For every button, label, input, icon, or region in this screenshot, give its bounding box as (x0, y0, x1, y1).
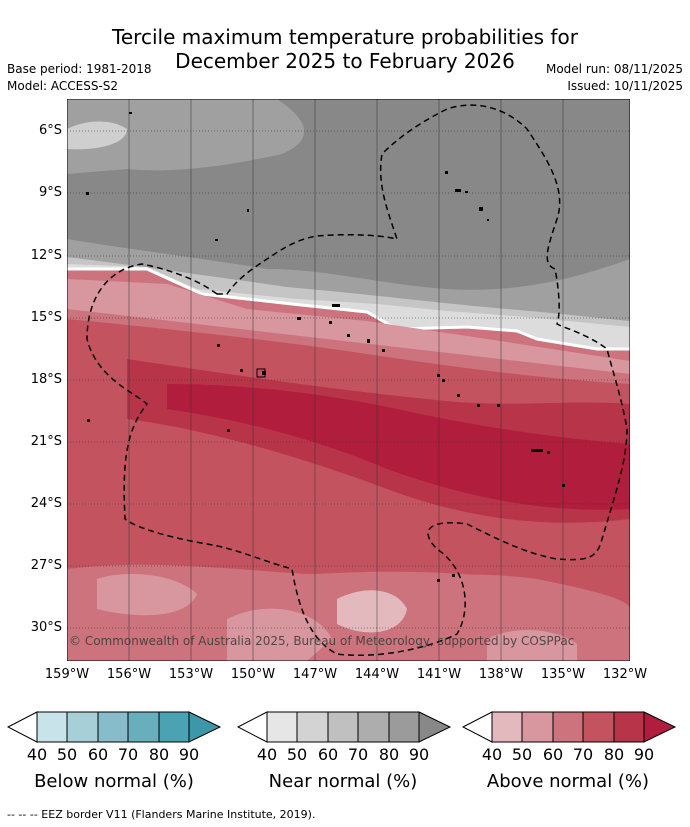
lat-label: 24°S (30, 496, 62, 511)
lon-label: 156°W (106, 667, 152, 682)
legend-tick: 60 (317, 745, 339, 764)
near-normal-band-top (67, 99, 305, 174)
lon-label: 132°W (602, 667, 648, 682)
legend-tick: 50 (56, 745, 78, 764)
legend-above-normal-title: Above normal (%) (486, 771, 650, 792)
legend-above-normal-bar (462, 711, 677, 743)
legend-tick: 90 (408, 745, 430, 764)
lat-label: 6°S (38, 123, 62, 138)
legend-tick: 80 (148, 745, 170, 764)
lon-label: 144°W (354, 667, 400, 682)
copyright-notice: © Commonwealth of Australia 2025, Bureau… (69, 634, 575, 648)
legend-below-normal-bar (7, 711, 222, 743)
lon-label: 159°W (44, 667, 90, 682)
lon-label: 135°W (540, 667, 586, 682)
map-title-line-2: December 2025 to February 2026 (175, 49, 515, 73)
legend-tick: 40 (26, 745, 48, 764)
legend-tick: 90 (633, 745, 655, 764)
lat-label: 30°S (30, 620, 62, 635)
model-name: Model: ACCESS-S2 (7, 79, 119, 93)
legend-tick: 90 (178, 745, 200, 764)
model-run: Model run: 08/11/2025 (545, 62, 683, 76)
legend-tick: 80 (603, 745, 625, 764)
islands (86, 112, 565, 582)
lon-label: 147°W (292, 667, 338, 682)
lon-label: 138°W (478, 667, 524, 682)
legend-tick: 60 (87, 745, 109, 764)
legend-tick: 70 (347, 745, 369, 764)
eez-borders (86, 104, 628, 657)
probability-map (67, 99, 630, 661)
lat-label: 15°S (30, 310, 62, 325)
legend-tick: 40 (256, 745, 278, 764)
legend-tick: 70 (572, 745, 594, 764)
legend-near-normal-bar (237, 711, 452, 743)
map-title-line-1: Tercile maximum temperature probabilitie… (112, 25, 578, 49)
legend-tick: 60 (542, 745, 564, 764)
eez-cook-islands (86, 104, 628, 657)
lat-label: 9°S (38, 185, 62, 200)
eez-footnote: -- -- -- EEZ border V11 (Flanders Marine… (7, 808, 316, 821)
lat-label: 27°S (30, 558, 62, 573)
lat-label: 18°S (30, 372, 62, 387)
legend-tick: 50 (286, 745, 308, 764)
issued-date: Issued: 10/11/2025 (567, 79, 683, 93)
lon-label: 141°W (416, 667, 462, 682)
legend-near-normal-title: Near normal (%) (268, 771, 418, 792)
lon-label: 153°W (168, 667, 214, 682)
lat-label: 21°S (30, 434, 62, 449)
legend-below-normal-title: Below normal (%) (34, 771, 194, 792)
lat-label: 12°S (30, 248, 62, 263)
legend-tick: 70 (117, 745, 139, 764)
legend-tick: 40 (481, 745, 503, 764)
lon-label: 150°W (230, 667, 276, 682)
legend-tick: 50 (511, 745, 533, 764)
legend-tick: 80 (378, 745, 400, 764)
base-period: Base period: 1981-2018 (7, 62, 152, 76)
